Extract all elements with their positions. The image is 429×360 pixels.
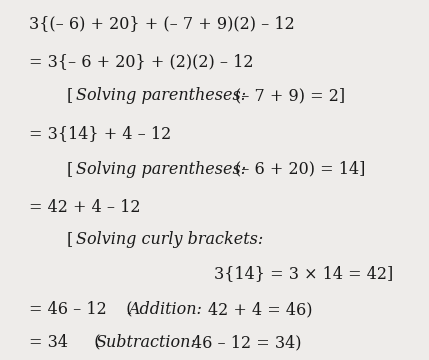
Text: (: ( [84, 334, 100, 351]
Text: (– 6 + 20) = 14]: (– 6 + 20) = 14] [235, 161, 366, 178]
Text: = 42 + 4 – 12: = 42 + 4 – 12 [29, 198, 141, 216]
Text: = 3{– 6 + 20} + (2)(2) – 12: = 3{– 6 + 20} + (2)(2) – 12 [29, 53, 254, 70]
Text: = 46 – 12: = 46 – 12 [29, 301, 107, 318]
Text: (– 7 + 9) = 2]: (– 7 + 9) = 2] [235, 87, 345, 104]
Text: [: [ [66, 87, 73, 104]
Text: 42 + 4 = 46): 42 + 4 = 46) [208, 301, 312, 318]
Text: Addition:: Addition: [128, 301, 202, 318]
Text: Subtraction:: Subtraction: [96, 334, 196, 351]
Text: 3{(– 6) + 20} + (– 7 + 9)(2) – 12: 3{(– 6) + 20} + (– 7 + 9)(2) – 12 [29, 15, 295, 32]
Text: = 3{14} + 4 – 12: = 3{14} + 4 – 12 [29, 125, 172, 142]
Text: (: ( [116, 301, 132, 318]
Text: 3{14} = 3 × 14 = 42]: 3{14} = 3 × 14 = 42] [214, 265, 394, 282]
Text: [: [ [66, 231, 73, 248]
Text: 46 – 12 = 34): 46 – 12 = 34) [192, 334, 302, 351]
Text: Solving curly brackets:: Solving curly brackets: [76, 231, 263, 248]
Text: Solving parentheses:: Solving parentheses: [76, 161, 247, 178]
Text: = 34: = 34 [29, 334, 68, 351]
Text: [: [ [66, 161, 73, 178]
Text: Solving parentheses:: Solving parentheses: [76, 87, 247, 104]
